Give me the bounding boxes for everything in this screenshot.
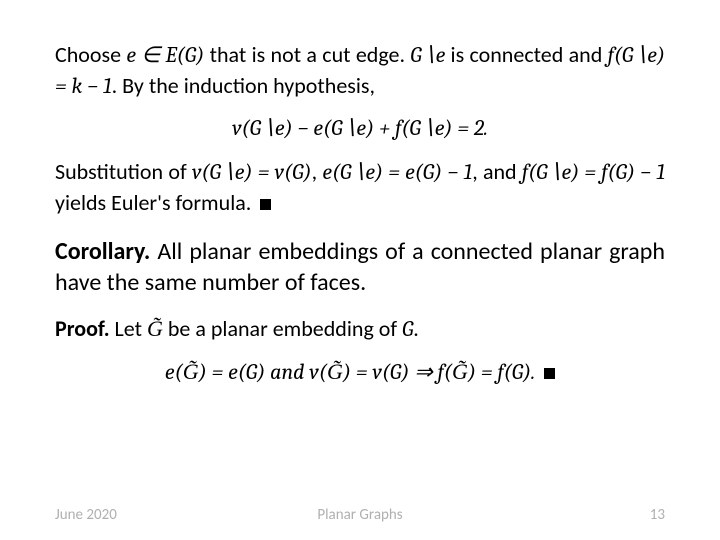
proof-line: Proof. Let G͂ be a planar embedding of G… [55,314,665,345]
slide-footer: June 2020 Planar Graphs 13 [55,506,665,524]
footer-page-number: 13 [650,506,665,524]
text: yields Euler's formula. [55,189,256,216]
text: is connected and [445,41,607,68]
text: , [312,158,323,185]
footer-date: June 2020 [55,506,117,524]
math-expr: G͂ [147,316,163,342]
proof-paragraph-2: Substitution of v(G∖e) = v(G), e(G∖e) = … [55,157,665,217]
math-expr: e ∈ E(G) [126,42,204,68]
math-expr: G [402,316,413,342]
proof-paragraph-1: Choose e ∈ E(G) that is not a cut edge. … [55,40,665,101]
text: . By the induction hypothesis, [112,72,375,99]
display-equation-1: v(G∖e) − e(G∖e) + f(G∖e) = 2. [55,115,665,141]
math-expr: v(G∖e) = v(G) [192,159,312,185]
math-expr: e(G∖e) = e(G) − 1 [322,159,472,185]
proof-label: Proof. [55,315,110,342]
corollary-label: Corollary. [55,237,150,266]
math-expr: G∖e [410,42,445,68]
text: . [413,315,419,342]
text: Choose [55,41,126,68]
text: that is not a cut edge. [204,41,410,68]
math-expr: f(G∖e) = f(G) − 1 [522,159,665,185]
text: Let [110,315,147,342]
text: Substitution of [55,158,192,185]
qed-icon [544,368,555,379]
corollary-statement: Corollary. All planar embeddings of a co… [55,236,665,298]
text: , and [472,158,522,185]
qed-icon [260,199,271,210]
display-equation-2: e(G͂) = e(G) and v(G͂) = v(G) ⇒ f(G͂) = … [55,359,665,385]
footer-title: Planar Graphs [317,506,402,524]
equation-text: e(G͂) = e(G) and v(G͂) = v(G) ⇒ f(G͂) = … [165,359,540,385]
text: be a planar embedding of [163,315,402,342]
